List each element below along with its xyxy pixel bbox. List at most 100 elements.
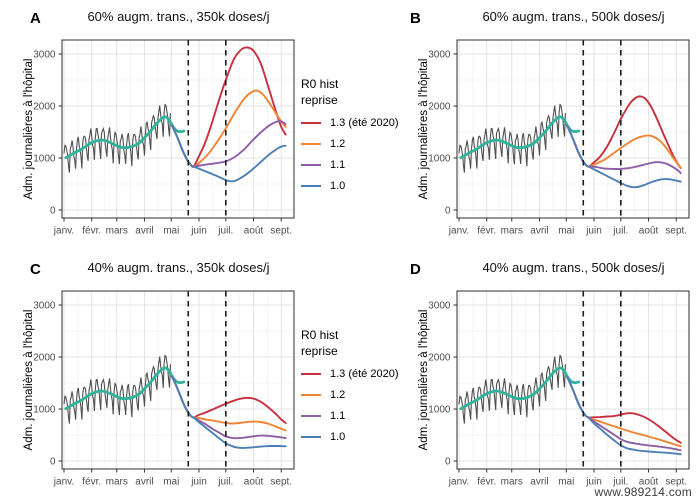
x-tick-label: avril [135,226,153,237]
y-tick-label: 1000 [428,405,451,416]
panel-border [456,290,690,470]
legend-item-label: 1.0 [330,180,346,192]
legend-line-swatch [301,185,321,187]
x-tick-label: mai [558,477,574,488]
legend-item: 1.3 (été 2020) [301,116,411,130]
legend-title-line1: R0 hist [301,328,339,342]
plot-background [457,40,689,218]
legend-line-swatch [301,373,321,375]
x-tick-label: janv. [448,226,469,237]
x-tick-label: juin [190,226,207,237]
panel-border [61,290,295,470]
x-tick-label: févr. [82,477,101,488]
plot-background [457,291,689,469]
x-tick-label: mars [106,226,128,237]
legend-item: 1.0 [301,430,411,444]
x-tick-label: sept. [270,477,292,488]
y-axis-title: Adm. journalières à l'hôpital [23,59,35,200]
x-tick-label: août [639,477,659,488]
x-tick-label: juil. [217,477,233,488]
y-axis-title: Adm. journalières à l'hôpital [418,310,430,451]
y-tick-label: 3000 [33,50,56,61]
panel-letter-a: A [30,10,41,27]
legend-line-swatch [301,143,321,145]
panel-border [61,39,295,219]
x-tick-label: sept. [270,226,292,237]
x-tick-label: juil. [612,477,628,488]
x-tick-label: févr. [477,477,496,488]
legend-title-line2: reprise [301,93,338,107]
legend-title-line1: R0 hist [301,77,339,91]
legend-item-label: 1.2 [330,138,346,150]
x-tick-label: juil. [612,226,628,237]
observed-admissions-line [63,103,171,173]
legend-item: 1.2 [301,137,411,151]
legend-line-swatch [301,164,321,166]
x-tick-label: mai [163,226,179,237]
legend-item-label: 1.2 [330,389,346,401]
x-tick-label: août [244,226,264,237]
legend-line-swatch [301,436,321,438]
x-tick-label: mars [501,226,523,237]
y-tick-label: 2000 [428,102,451,113]
plot-panel-a: janv. févr. mars avril mai juin juil. août sept.… [23,39,295,237]
plot-background [62,291,294,469]
x-tick-label: févr. [82,226,101,237]
panel-title-c: 40% augm. trans., 350k doses/j [87,260,270,275]
y-tick-label: 3000 [428,50,451,61]
watermark-text: www.989214.com [594,485,692,499]
panel-letter-c: C [30,261,41,278]
legend-line-swatch [301,394,321,396]
scenario-legend-bottom: R0 hist reprise 1.3 (été 2020) 1.2 1.1 1.0 [301,327,411,444]
legend-items: 1.3 (été 2020) 1.2 1.1 1.0 [301,367,411,444]
x-tick-label: août [244,477,264,488]
x-tick-label: juin [190,477,207,488]
x-tick-label: juin [585,477,602,488]
x-tick-label: mai [558,226,574,237]
y-axis-title: Adm. journalières à l'hôpital [23,310,35,451]
x-tick-label: août [639,226,659,237]
plot-panel-b: janv. févr. mars avril mai juin juil. août sept.… [418,39,690,237]
legend-item: 1.0 [301,179,411,193]
legend-item-label: 1.3 (été 2020) [330,117,399,129]
observed-admissions-line [458,103,566,173]
legend-item-label: 1.0 [330,431,346,443]
legend-line-swatch [301,122,321,124]
legend-line-swatch [301,415,321,417]
x-tick-label: avril [530,226,548,237]
x-tick-label: mai [163,477,179,488]
legend-item-label: 1.3 (été 2020) [330,368,399,380]
legend-item: 1.1 [301,158,411,172]
y-tick-label: 1000 [428,154,451,165]
x-tick-label: janv. [448,477,469,488]
y-tick-label: 3000 [428,301,451,312]
y-tick-label: 3000 [33,301,56,312]
plot-panel-d: janv. févr. mars avril mai juin juil. août sept.… [418,290,690,488]
legend-item: 1.1 [301,409,411,423]
panel-border [456,39,690,219]
x-tick-label: janv. [53,226,74,237]
y-axis-title: Adm. journalières à l'hôpital [418,59,430,200]
x-tick-label: sept. [665,226,687,237]
y-tick-label: 2000 [33,353,56,364]
y-tick-label: 0 [445,206,451,217]
legend-items: 1.3 (été 2020) 1.2 1.1 1.0 [301,116,411,193]
panel-title-d: 40% augm. trans., 500k doses/j [482,260,665,275]
panel-letter-b: B [410,10,421,27]
y-tick-label: 2000 [33,102,56,113]
observed-admissions-line [63,354,171,424]
panel-letter-d: D [410,261,421,278]
scenario-legend-top: R0 hist reprise 1.3 (été 2020) 1.2 1.1 1.0 [301,76,411,193]
legend-item: 1.2 [301,388,411,402]
legend-item-label: 1.1 [330,410,346,422]
plot-background [62,40,294,218]
x-tick-label: mars [106,477,128,488]
legend-item-label: 1.1 [330,159,346,171]
panel-title-b: 60% augm. trans., 500k doses/j [482,9,665,24]
x-tick-label: avril [530,477,548,488]
y-tick-label: 2000 [428,353,451,364]
observed-admissions-line [458,354,566,424]
y-tick-label: 0 [50,206,56,217]
x-tick-label: janv. [53,477,74,488]
